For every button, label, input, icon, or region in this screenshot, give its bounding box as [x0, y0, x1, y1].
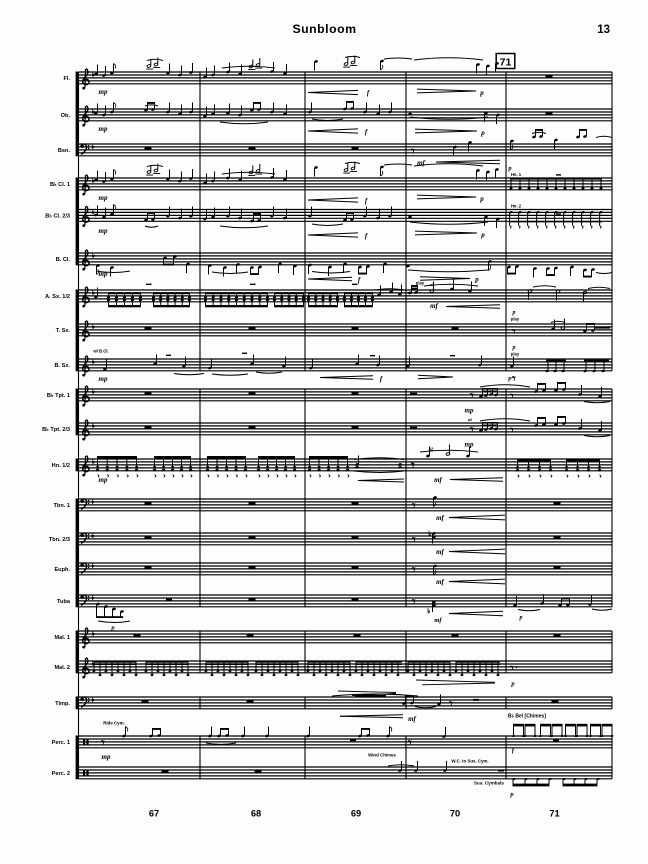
svg-text:a2: a2	[429, 447, 434, 452]
svg-text:mp: mp	[99, 88, 108, 96]
svg-text:69: 69	[351, 809, 361, 819]
svg-text:f: f	[358, 276, 361, 284]
svg-text:mp: mp	[99, 270, 108, 278]
svg-text:p: p	[510, 681, 515, 688]
svg-text:Hn. 1/2: Hn. 1/2	[52, 463, 70, 469]
svg-text:f: f	[367, 89, 370, 97]
svg-text:Sunbloom: Sunbloom	[292, 22, 356, 36]
svg-text:p: p	[509, 791, 514, 798]
svg-text:mp: mp	[465, 441, 474, 449]
svg-text:mf: mf	[436, 514, 444, 522]
svg-text:mp: mp	[99, 375, 108, 383]
svg-text:p: p	[519, 615, 523, 621]
svg-text:Tbn. 1: Tbn. 1	[54, 503, 70, 509]
svg-text:B♭ Bel [Chimes]: B♭ Bel [Chimes]	[508, 714, 546, 720]
svg-text:mp: mp	[99, 194, 108, 202]
svg-text:mf: mf	[436, 578, 444, 586]
svg-text:68: 68	[251, 809, 261, 819]
svg-text:67: 67	[149, 809, 159, 819]
svg-text:Mal. 2: Mal. 2	[54, 665, 70, 671]
svg-text:a2: a2	[468, 418, 472, 422]
svg-text:71: 71	[500, 57, 512, 69]
svg-text:70: 70	[450, 809, 460, 819]
svg-text:mf: mf	[417, 159, 425, 167]
svg-text:13: 13	[597, 24, 610, 36]
svg-text:Perc. 1: Perc. 1	[52, 740, 70, 746]
svg-text:p: p	[479, 89, 484, 97]
svg-text:play: play	[416, 281, 425, 286]
svg-text:mp: mp	[99, 227, 108, 235]
svg-text:T. Sx.: T. Sx.	[56, 328, 71, 334]
svg-text:Mal. 1: Mal. 1	[54, 635, 70, 641]
svg-text:mp: mp	[465, 407, 474, 415]
svg-text:mf: mf	[436, 548, 444, 556]
svg-text:Wind Chimes: Wind Chimes	[368, 753, 396, 758]
svg-text:p: p	[512, 345, 516, 351]
svg-text:Tuba: Tuba	[57, 599, 71, 605]
svg-text:Ob.: Ob.	[61, 113, 71, 119]
svg-text:B♭ Cl. 1: B♭ Cl. 1	[50, 181, 70, 188]
svg-text:p: p	[110, 625, 115, 632]
svg-text:p: p	[512, 310, 516, 316]
svg-text:p: p	[474, 276, 479, 284]
svg-text:A. Sx. 1/2: A. Sx. 1/2	[45, 294, 70, 300]
svg-text:mf: mf	[408, 715, 416, 723]
svg-text:71: 71	[549, 809, 559, 819]
svg-text:B♭ Tpt. 1: B♭ Tpt. 1	[47, 392, 70, 399]
svg-text:mf: mf	[430, 302, 438, 310]
svg-text:Fl.: Fl.	[63, 76, 70, 82]
svg-text:Perc. 2: Perc. 2	[52, 771, 70, 777]
svg-text:Bsn.: Bsn.	[58, 148, 71, 154]
svg-text:p: p	[507, 165, 512, 172]
svg-text:f: f	[365, 128, 368, 136]
svg-text:mf: mf	[434, 476, 442, 484]
svg-text:W.C. to Sus. Cym.: W.C. to Sus. Cym.	[451, 759, 488, 764]
svg-text:Sus. Cymbals: Sus. Cymbals	[474, 781, 505, 786]
svg-text:play: play	[511, 352, 520, 357]
svg-text:f: f	[380, 375, 383, 383]
svg-text:f: f	[512, 747, 515, 754]
svg-text:f: f	[365, 197, 368, 205]
svg-text:Ride Cym.: Ride Cym.	[103, 721, 124, 726]
svg-text:p: p	[479, 195, 484, 203]
svg-text:mp: mp	[99, 476, 108, 484]
svg-text:p: p	[480, 231, 485, 239]
svg-text:mp: mp	[102, 753, 111, 761]
svg-text:Euph.: Euph.	[54, 567, 70, 573]
svg-text:B♭ Tpt. 2/3: B♭ Tpt. 2/3	[42, 426, 70, 433]
svg-text:Tbn. 2/3: Tbn. 2/3	[49, 537, 70, 543]
svg-text:Hn. 2: Hn. 2	[511, 204, 522, 209]
svg-text:B. Sx.: B. Sx.	[54, 363, 70, 369]
svg-text:play: play	[511, 317, 520, 322]
svg-text:p: p	[507, 375, 512, 382]
svg-text:w/ B.Cl.: w/ B.Cl.	[92, 349, 108, 354]
svg-text:B. Cl.: B. Cl.	[56, 257, 71, 263]
svg-text:mf: mf	[434, 617, 442, 624]
svg-text:Hn. 1: Hn. 1	[511, 172, 522, 177]
svg-text:Timp.: Timp.	[55, 701, 70, 707]
svg-text:B♭ Cl. 2/3: B♭ Cl. 2/3	[45, 213, 70, 220]
svg-text:p: p	[480, 129, 485, 137]
svg-text:mp: mp	[99, 125, 108, 133]
svg-text:f: f	[365, 232, 368, 240]
